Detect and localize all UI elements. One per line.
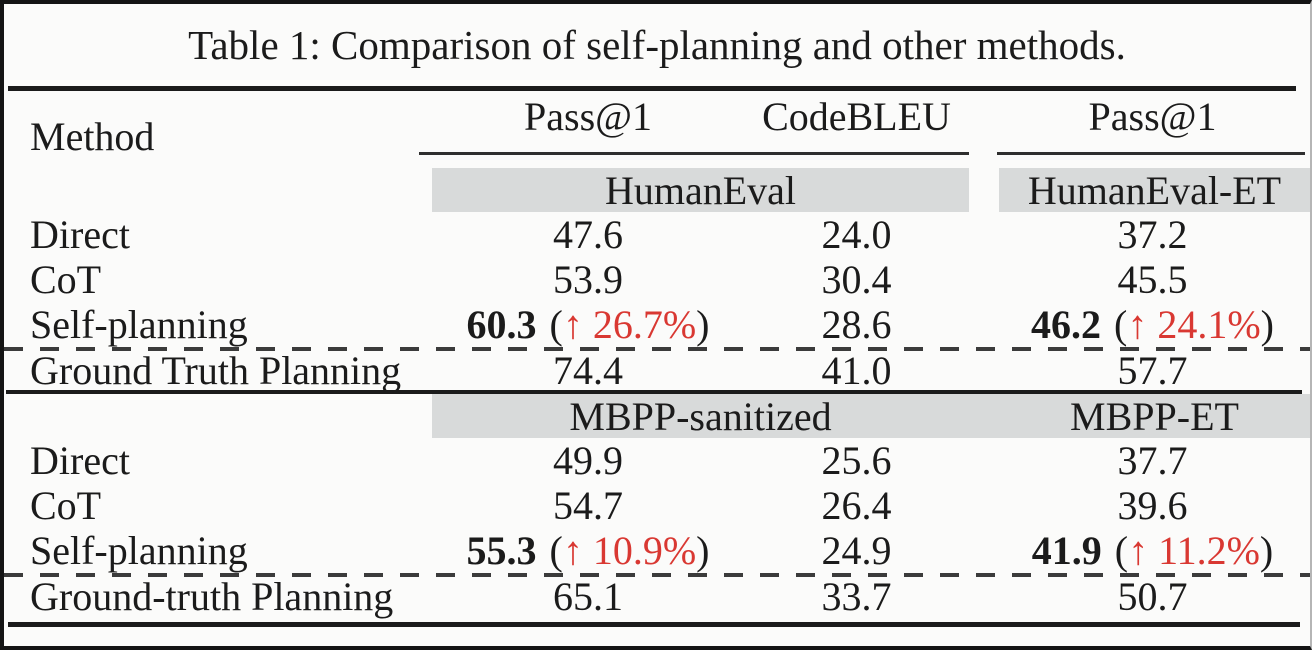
paren-open: (: [1114, 302, 1128, 347]
pass1-cell: 53.9: [553, 257, 623, 302]
column-header-codebleu: CodeBLEU: [762, 94, 951, 139]
table-caption: Table 1: Comparison of self-planning and…: [188, 22, 1126, 68]
benchmark-label-mbpp-et: MBPP-ET: [999, 394, 1310, 439]
pass1-value-bold: 55.3: [466, 528, 537, 573]
bottom-rule: [8, 622, 1300, 627]
section-divider-rule: [6, 390, 1302, 394]
table-row-direct-1: Direct 47.6 24.0 37.2: [4, 212, 1310, 257]
pass1-et-cell: 50.7: [1117, 574, 1188, 619]
pass1-cell: 55.3 (↑ 10.9%): [432, 528, 744, 573]
column-header-pass1: Pass@1: [524, 94, 652, 139]
dashed-divider-1: [4, 347, 1310, 351]
paren-open: (: [549, 302, 563, 347]
codebleu-cell: 24.9: [821, 528, 892, 573]
table-row-self-planning-2: Self-planning 55.3 (↑ 10.9%) 24.9 41.9 (↑ …: [4, 528, 1310, 573]
paren-open: (: [549, 528, 563, 573]
pass1-et-value-bold: 46.2: [1031, 302, 1101, 347]
pass1-cell: 65.1: [553, 574, 623, 619]
codebleu-cell: 41.0: [821, 348, 892, 393]
pass1-gain-annotation: (↑ 10.9%): [550, 528, 710, 573]
table-header: Method Pass@1 CodeBLEU Pass@1: [4, 91, 1310, 168]
pass1-et-cell: 41.9 (↑ 11.2%): [999, 528, 1306, 573]
codebleu-cell: 25.6: [821, 438, 892, 483]
table-row-direct-2: Direct 49.9 25.6 37.7: [4, 438, 1310, 483]
codebleu-cell: 33.7: [821, 574, 892, 619]
pass1-cell: 60.3 (↑ 26.7%): [432, 302, 744, 347]
cmidrule-left: [419, 152, 969, 155]
paren-close: ): [1259, 528, 1274, 573]
method-cell: CoT: [30, 257, 102, 302]
pass1-value-bold: 60.3: [466, 302, 537, 347]
pass1-et-value-bold: 41.9: [1031, 528, 1102, 573]
dashed-divider-2: [4, 573, 1310, 577]
top-rule: [8, 86, 1296, 91]
band-fill: [964, 394, 1004, 438]
method-cell: Self-planning: [30, 528, 248, 573]
paren-close: ): [696, 528, 710, 573]
pass1-et-cell: 57.7: [1117, 348, 1188, 393]
table-row-self-planning-1: Self-planning 60.3 (↑ 26.7%) 28.6 46.2 (↑ …: [4, 302, 1310, 347]
gain-up-arrow-and-value: ↑ 26.7%: [562, 302, 697, 347]
pass1-et-cell: 45.5: [1117, 257, 1188, 302]
pass1-et-cell: 46.2 (↑ 24.1%): [999, 302, 1306, 347]
pass1-et-cell: 37.7: [1117, 438, 1188, 483]
table-row-ground-truth-1: Ground Truth Planning 74.4 41.0 57.7: [4, 348, 1310, 393]
benchmark-label-humaneval-et: HumanEval-ET: [999, 168, 1310, 213]
pass1-et-gain-annotation: (↑ 24.1%): [1114, 302, 1274, 347]
pass1-gain-annotation: (↑ 26.7%): [550, 302, 710, 347]
gain-up-arrow-and-value: ↑ 24.1%: [1127, 302, 1261, 347]
pass1-cell: 74.4: [553, 348, 623, 393]
codebleu-cell: 24.0: [821, 212, 892, 257]
codebleu-cell: 30.4: [821, 257, 892, 302]
method-cell: Ground-truth Planning: [30, 574, 394, 619]
table-row-cot-1: CoT 53.9 30.4 45.5: [4, 257, 1310, 302]
paren-close: ): [1260, 302, 1274, 347]
pass1-cell: 49.9: [553, 438, 623, 483]
benchmark-label-mbpp-sanitized: MBPP-sanitized: [432, 394, 969, 439]
method-cell: Direct: [30, 438, 130, 483]
method-cell: CoT: [30, 483, 102, 528]
pass1-cell: 47.6: [553, 212, 623, 257]
benchmark-band-1: HumanEval HumanEval-ET: [4, 168, 1310, 213]
codebleu-cell: 28.6: [821, 302, 892, 347]
table-row-ground-truth-2: Ground-truth Planning 65.1 33.7 50.7: [4, 574, 1310, 619]
method-cell: Ground Truth Planning: [30, 348, 402, 393]
method-cell: Direct: [30, 212, 130, 257]
pass1-et-cell: 37.2: [1117, 212, 1188, 257]
pass1-et-gain-annotation: (↑ 11.2%): [1115, 528, 1274, 573]
benchmark-band-2: MBPP-sanitized MBPP-ET: [4, 394, 1310, 439]
column-header-pass1-et: Pass@1: [1088, 94, 1217, 139]
paren-close: ): [696, 302, 710, 347]
paren-open: (: [1114, 528, 1129, 573]
table-row-cot-2: CoT 54.7 26.4 39.6: [4, 483, 1310, 528]
cmidrule-right: [997, 152, 1305, 155]
method-cell: Self-planning: [30, 302, 248, 347]
pass1-et-cell: 39.6: [1117, 483, 1188, 528]
column-header-method: Method: [30, 114, 155, 159]
gain-up-arrow-and-value: ↑ 10.9%: [562, 528, 697, 573]
benchmark-label-humaneval: HumanEval: [432, 168, 969, 213]
pass1-cell: 54.7: [553, 483, 623, 528]
gain-up-arrow-and-value: ↑ 11.2%: [1128, 528, 1260, 573]
codebleu-cell: 26.4: [821, 483, 892, 528]
